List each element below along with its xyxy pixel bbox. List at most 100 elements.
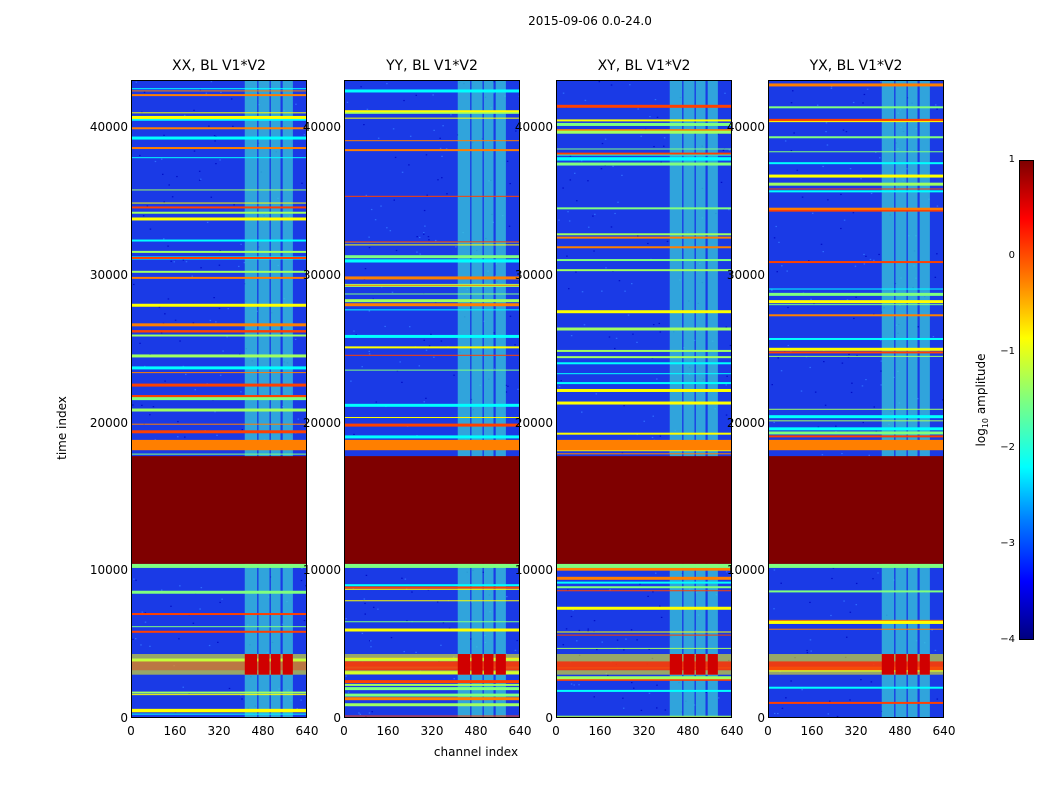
noise-speck [401,381,403,383]
noise-speck [827,199,829,201]
time-stripe [132,590,306,594]
noise-speck [852,101,855,104]
noise-speck [368,236,370,238]
noise-speck [567,589,569,591]
noise-speck [816,104,819,106]
noise-speck [830,614,832,617]
noise-speck [411,591,413,593]
noise-speck [143,91,146,93]
noise-speck [425,154,428,156]
time-stripe [769,292,943,296]
heatmap-panel [556,80,732,718]
noise-speck [936,698,939,700]
noise-speck [353,433,355,436]
noise-speck [573,684,575,686]
noise-speck [441,155,443,158]
noise-speck [584,99,587,101]
noise-speck [213,297,215,299]
noise-speck [366,108,369,110]
y-tick-label: 0 [333,711,341,725]
noise-speck [906,168,908,170]
noise-speck [199,89,202,91]
time-stripe [132,334,306,337]
noise-speck [593,250,595,252]
noise-speck [931,629,933,631]
x-tick-label: 160 [376,724,400,738]
noise-speck [167,298,170,300]
noise-speck [437,179,439,181]
time-stripe [345,588,519,590]
noise-speck [219,250,221,252]
time-stripe [769,431,943,435]
heatmap-svg [557,81,732,717]
noise-speck [731,293,732,294]
noise-speck [482,571,484,573]
noise-speck [773,421,775,424]
noise-speck [580,160,583,162]
time-stripe [345,241,519,243]
noise-speck [725,571,728,573]
heatmap-panel [768,80,944,718]
noise-speck [301,182,303,184]
noise-speck [200,587,203,589]
noise-speck [178,638,180,640]
noise-speck [205,92,208,94]
noise-speck [771,384,773,386]
time-stripe [557,154,731,156]
time-stripe [345,628,519,632]
time-stripe [345,346,519,349]
noise-speck [233,204,235,206]
y-tick-label: 30000 [514,267,553,282]
time-stripe [557,716,731,717]
time-stripe [345,244,519,246]
noise-speck [453,678,455,680]
noise-speck [392,128,395,130]
noise-speck [508,225,511,227]
time-stripe [345,149,519,152]
noise-speck [855,296,857,298]
x-tick-label: 640 [295,724,319,738]
time-stripe [132,408,306,412]
time-stripe [557,634,731,636]
bright-channel-column [457,81,471,717]
noise-speck [146,205,149,207]
noise-speck [863,93,866,96]
noise-speck [855,604,858,606]
time-stripe [769,209,943,212]
time-stripe [345,117,519,119]
noise-speck [423,339,425,341]
noise-speck [428,239,430,241]
bright-channel-column [707,81,718,717]
noise-speck [808,260,810,262]
noise-speck [875,430,878,432]
noise-speck [435,239,437,242]
x-tick-label: 640 [932,724,956,738]
noise-speck [617,201,619,203]
noise-speck [934,649,937,651]
noise-speck [441,177,443,179]
noise-speck [144,612,147,614]
noise-speck [863,263,866,265]
noise-speck [176,175,178,178]
noise-speck [730,272,731,275]
time-stripe [345,621,519,623]
noise-speck [182,686,184,688]
noise-speck [505,391,508,393]
noise-speck [369,640,371,642]
noise-speck [419,253,421,255]
noise-speck [300,579,303,582]
saturated-band [132,439,306,451]
noise-speck [442,125,444,127]
noise-speck [403,99,405,102]
noise-speck [216,434,218,436]
time-stripe [769,701,943,704]
noise-speck [139,342,141,344]
noise-speck [300,699,302,701]
time-stripe [345,584,519,587]
time-stripe [132,383,306,387]
noise-speck [353,330,355,332]
noise-speck [813,303,815,305]
noise-speck [822,165,824,168]
time-stripe [769,628,943,630]
noise-speck [448,627,451,629]
